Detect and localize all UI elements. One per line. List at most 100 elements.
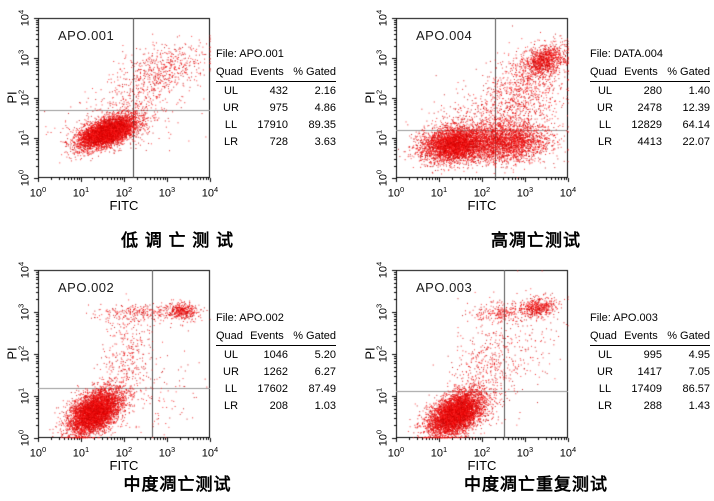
- events-cell: 1262: [263, 365, 288, 378]
- quadrant-stats: File: APO.003 Quad Events % Gated UL 995 4…: [590, 312, 710, 414]
- quadrant-table-body: UL 995 4.95 UR 1417 7.05 LL 17409 86.57 LR 288 1.43: [590, 346, 710, 415]
- col-header-quad: Quad: [590, 329, 620, 346]
- quad-cell: LR: [223, 399, 239, 412]
- y-tick-label: 102: [374, 345, 390, 363]
- quad-cell: LL: [598, 382, 612, 395]
- x-axis-label: FITC: [109, 458, 139, 473]
- events-cell: 288: [643, 399, 662, 412]
- quadrant-stats: File: APO.002 Quad Events % Gated UL 1046…: [216, 312, 336, 414]
- y-tick-label: 101: [16, 387, 32, 405]
- scatter-canvas: [32, 16, 212, 184]
- y-tick-label: 104: [16, 261, 32, 279]
- file-label: File: DATA.004: [590, 48, 663, 60]
- x-tick-label: 102: [115, 185, 133, 200]
- col-header-quad: Quad: [216, 329, 246, 346]
- panel-apo-001: PI APO.001 100 100 101 101 102 102 103 103 104 10…: [0, 0, 355, 252]
- pct-gated-cell: 7.05: [688, 365, 710, 378]
- quadrant-table: Quad Events % Gated UL 280 1.40 UR 2478 12.39…: [590, 65, 710, 150]
- quadrant-row-lr: LR 4413 22.07: [590, 133, 710, 150]
- quad-cell: LL: [224, 382, 238, 395]
- panel-apo-003: PI APO.003 100 100 101 101 102 102 103 103 104 10…: [358, 252, 714, 501]
- quadrant-table: Quad Events % Gated UL 432 2.16 UR 975 4.86 LL…: [216, 65, 336, 150]
- x-tick-label: 101: [430, 445, 448, 460]
- pct-gated-cell: 1.43: [688, 399, 710, 412]
- scatter-plot-apo-003: APO.003: [390, 268, 570, 444]
- y-tick-label: 104: [374, 9, 390, 27]
- quad-cell: UR: [223, 365, 239, 378]
- col-header-events: Events: [620, 329, 662, 346]
- pct-gated-cell: 6.27: [314, 365, 336, 378]
- pct-gated-cell: 4.86: [314, 101, 336, 114]
- quad-cell: LL: [224, 118, 238, 131]
- scatter-canvas: [390, 268, 570, 444]
- quadrant-row-lr: LR 728 3.63: [216, 133, 336, 150]
- pct-gated-cell: 5.20: [314, 348, 336, 361]
- quadrant-row-lr: LR 208 1.03: [216, 397, 336, 414]
- col-header-quad: Quad: [590, 65, 620, 82]
- quadrant-row-ul: UL 995 4.95: [590, 346, 710, 364]
- x-tick-label: 100: [29, 445, 47, 460]
- y-tick-label: 103: [16, 49, 32, 67]
- col-header-quad: Quad: [216, 65, 246, 82]
- scatter-canvas: [32, 268, 212, 444]
- quadrant-row-ll: LL 12829 64.14: [590, 116, 710, 133]
- x-tick-label: 102: [473, 185, 491, 200]
- quadrant-table-body: UL 432 2.16 UR 975 4.86 LL 17910 89.35 LR 728 3.63: [216, 82, 336, 151]
- y-tick-label: 100: [16, 169, 32, 187]
- events-cell: 280: [643, 84, 662, 97]
- events-cell: 432: [269, 84, 288, 97]
- y-tick-label: 103: [16, 303, 32, 321]
- quadrant-row-ll: LL 17910 89.35: [216, 116, 336, 133]
- x-axis-label: FITC: [109, 198, 139, 213]
- quadrant-row-ur: UR 1262 6.27: [216, 363, 336, 380]
- x-tick-label: 104: [559, 445, 577, 460]
- y-tick-label: 100: [16, 429, 32, 447]
- panel-title: 中度凋亡测试: [123, 475, 232, 494]
- quadrant-row-ul: UL 1046 5.20: [216, 346, 336, 364]
- pct-gated-cell: 22.07: [682, 135, 710, 148]
- x-tick-label: 104: [559, 185, 577, 200]
- quad-cell: UL: [597, 84, 613, 97]
- panel-title: 低 调 亡 测 试: [121, 231, 234, 250]
- y-tick-label: 101: [374, 129, 390, 147]
- scatter-plot-apo-001: APO.001: [32, 16, 212, 184]
- col-header-gated: % Gated: [662, 329, 710, 346]
- y-tick-label: 104: [16, 9, 32, 27]
- y-tick-label: 102: [16, 345, 32, 363]
- quadrant-table: Quad Events % Gated UL 995 4.95 UR 1417 7.05 L…: [590, 329, 710, 414]
- x-tick-label: 103: [516, 185, 534, 200]
- quad-cell: UL: [597, 348, 613, 361]
- events-cell: 208: [269, 399, 288, 412]
- events-cell: 1417: [637, 365, 662, 378]
- events-cell: 17602: [257, 382, 288, 395]
- pct-gated-cell: 87.49: [308, 382, 336, 395]
- events-cell: 728: [269, 135, 288, 148]
- pct-gated-cell: 86.57: [682, 382, 710, 395]
- scatter-plot-apo-002: APO.002: [32, 268, 212, 444]
- quad-cell: UL: [223, 348, 239, 361]
- quadrant-row-ur: UR 2478 12.39: [590, 99, 710, 116]
- quadrant-stats: File: APO.001 Quad Events % Gated UL 432 2…: [216, 48, 336, 150]
- quad-cell: UL: [223, 84, 239, 97]
- x-tick-label: 104: [201, 445, 219, 460]
- panel-apo-004: PI APO.004 100 100 101 101 102 102 103 103 104 10…: [358, 0, 714, 252]
- pct-gated-cell: 64.14: [682, 118, 710, 131]
- quad-cell: UR: [597, 365, 613, 378]
- x-tick-label: 100: [29, 185, 47, 200]
- pct-gated-cell: 1.03: [314, 399, 336, 412]
- pct-gated-cell: 1.40: [688, 84, 710, 97]
- col-header-gated: % Gated: [288, 65, 336, 82]
- col-header-events: Events: [246, 329, 288, 346]
- x-axis-label: FITC: [467, 198, 497, 213]
- events-cell: 4413: [637, 135, 662, 148]
- quad-cell: LR: [597, 399, 613, 412]
- quadrant-row-ul: UL 280 1.40: [590, 82, 710, 100]
- file-label: File: APO.001: [216, 48, 284, 60]
- y-tick-label: 102: [16, 89, 32, 107]
- scatter-plot-apo-004: APO.004: [390, 16, 570, 184]
- scatter-canvas: [390, 16, 570, 184]
- panel-apo-002: PI APO.002 100 100 101 101 102 102 103 103 104 10…: [0, 252, 355, 501]
- y-tick-label: 101: [374, 387, 390, 405]
- col-header-events: Events: [246, 65, 288, 82]
- quad-cell: UR: [597, 101, 613, 114]
